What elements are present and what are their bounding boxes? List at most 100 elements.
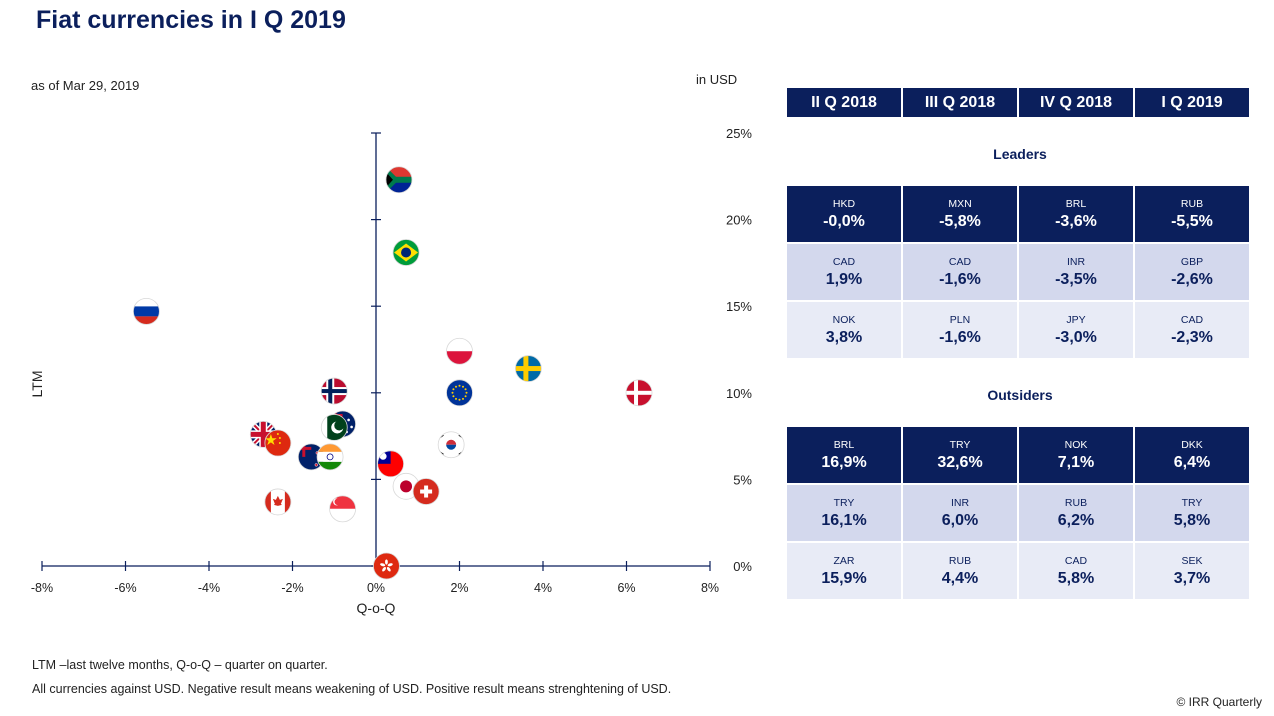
leaders-cell: INR -3,5% <box>1019 244 1133 300</box>
currency-change-value: -2,6% <box>1171 270 1213 288</box>
outsiders-row: BRL 16,9% TRY 32,6% NOK 7,1% DKK 6,4% <box>787 427 1251 483</box>
leaders-cell: CAD 1,9% <box>787 244 901 300</box>
currency-code: PLN <box>949 313 971 326</box>
currency-code: DKK <box>1181 438 1203 451</box>
outsiders-cell: CAD 5,8% <box>1019 543 1133 599</box>
x-tick-label: -8% <box>31 581 53 595</box>
currency-change-value: -3,0% <box>1055 328 1097 346</box>
currency-change-value: -5,8% <box>939 212 981 230</box>
flag-south-korea-icon <box>438 431 465 458</box>
x-tick-label: -2% <box>281 581 303 595</box>
scatter-point-flag-poland <box>446 337 473 365</box>
scatter-point-flag-norway <box>320 377 348 405</box>
x-tick-label: 8% <box>701 581 719 595</box>
flag-poland-icon <box>446 338 473 365</box>
quarter-header-row: II Q 2018 III Q 2018 IV Q 2018 I Q 2019 <box>787 88 1251 117</box>
currency-change-value: -1,6% <box>939 328 981 346</box>
x-tick-label: -6% <box>114 581 136 595</box>
scatter-point-flag-taiwan <box>377 450 405 478</box>
outsiders-cell: NOK 7,1% <box>1019 427 1133 483</box>
currency-code: SEK <box>1181 554 1203 567</box>
currency-code: CAD <box>948 255 972 268</box>
currency-change-value: -2,3% <box>1171 328 1213 346</box>
leaders-cell: BRL -3,6% <box>1019 186 1133 242</box>
quarter-header: I Q 2019 <box>1135 88 1249 117</box>
outsiders-title: Outsiders <box>987 387 1053 403</box>
leaders-cell: JPY -3,0% <box>1019 302 1133 358</box>
leaders-row: NOK 3,8% PLN -1,6% JPY -3,0% CAD -2,3% <box>787 302 1251 358</box>
currency-code: NOK <box>832 313 856 326</box>
copyright: © IRR Quarterly <box>1176 695 1262 709</box>
scatter-point-flag-south-korea <box>437 431 465 459</box>
currency-change-value: 15,9% <box>821 569 867 587</box>
leaders-title: Leaders <box>993 146 1047 162</box>
currency-code: CAD <box>832 255 856 268</box>
currency-change-value: 16,9% <box>821 453 867 471</box>
footnote-abbreviations: LTM –last twelve months, Q-o-Q – quarter… <box>32 658 328 672</box>
outsiders-cell: TRY 5,8% <box>1135 485 1249 541</box>
currency-code: INR <box>1066 255 1086 268</box>
leaders-cell: CAD -1,6% <box>903 244 1017 300</box>
x-axis-label: Q-o-Q <box>357 600 396 616</box>
outsiders-cell: RUB 4,4% <box>903 543 1017 599</box>
scatter-point-flag-eu <box>446 379 473 407</box>
scatter-point-flag-singapore <box>329 495 357 523</box>
scatter-point-flag-hong-kong <box>373 552 400 580</box>
currency-code: ZAR <box>833 554 855 567</box>
page-title: Fiat currencies in I Q 2019 <box>36 6 346 34</box>
currency-change-value: 6,0% <box>941 511 979 529</box>
leaders-cell: HKD -0,0% <box>787 186 901 242</box>
y-tick-label: 25% <box>726 126 752 141</box>
y-tick-label: 10% <box>726 386 752 401</box>
flag-pakistan-icon <box>321 414 348 441</box>
outsiders-cell: TRY 32,6% <box>903 427 1017 483</box>
currency-change-value: 16,1% <box>821 511 867 529</box>
flag-eu-icon <box>446 379 473 406</box>
y-tick-label: 5% <box>733 472 752 487</box>
currency-code: BRL <box>833 438 855 451</box>
flag-hong-kong-icon <box>373 553 400 579</box>
scatter-point-flag-south-africa <box>385 166 413 194</box>
currency-code: HKD <box>832 197 856 210</box>
leaders-cell: PLN -1,6% <box>903 302 1017 358</box>
scatter-point-flag-china <box>264 429 292 457</box>
flag-russia-icon <box>133 298 160 325</box>
x-tick-label: 4% <box>534 581 552 595</box>
scatter-point-flag-denmark <box>625 379 653 407</box>
currency-code: TRY <box>949 438 971 451</box>
outsiders-cell: SEK 3,7% <box>1135 543 1249 599</box>
outsiders-cell: INR 6,0% <box>903 485 1017 541</box>
y-tick-label: 0% <box>733 559 752 574</box>
leaders-row: CAD 1,9% CAD -1,6% INR -3,5% GBP -2,6% <box>787 244 1251 300</box>
currency-code: RUB <box>1180 197 1204 210</box>
currency-change-value: 1,9% <box>825 270 863 288</box>
leaders-cell: NOK 3,8% <box>787 302 901 358</box>
currency-code: GBP <box>1180 255 1204 268</box>
currency-change-value: 5,8% <box>1057 569 1095 587</box>
outsiders-cell: TRY 16,1% <box>787 485 901 541</box>
quarter-header: II Q 2018 <box>787 88 901 117</box>
scatter-point-flag-pakistan <box>320 414 348 441</box>
currency-change-value: 6,4% <box>1173 453 1211 471</box>
flag-singapore-icon <box>329 495 356 522</box>
currency-change-value: 5,8% <box>1173 511 1211 529</box>
y-tick-label: 20% <box>726 213 752 228</box>
currency-change-value: 7,1% <box>1057 453 1095 471</box>
outsiders-row: ZAR 15,9% RUB 4,4% CAD 5,8% SEK 3,7% <box>787 543 1251 599</box>
scatter-point-flag-russia <box>132 297 160 325</box>
as-of-date: as of Mar 29, 2019 <box>31 78 140 93</box>
scatter-point-flag-india <box>316 443 344 471</box>
outsiders-cell: RUB 6,2% <box>1019 485 1133 541</box>
quarter-header: IV Q 2018 <box>1019 88 1133 117</box>
outsiders-cell: BRL 16,9% <box>787 427 901 483</box>
currency-code: MXN <box>948 197 972 210</box>
scatter-point-flag-brazil <box>392 239 420 266</box>
unit-label: in USD <box>696 72 738 87</box>
currency-change-value: -1,6% <box>939 270 981 288</box>
leaders-cell: RUB -5,5% <box>1135 186 1249 242</box>
currency-code: CAD <box>1180 313 1204 326</box>
flag-south-africa-icon <box>385 166 412 193</box>
currency-change-value: 32,6% <box>937 453 983 471</box>
flag-india-icon <box>317 443 344 470</box>
currency-change-value: -5,5% <box>1171 212 1213 230</box>
